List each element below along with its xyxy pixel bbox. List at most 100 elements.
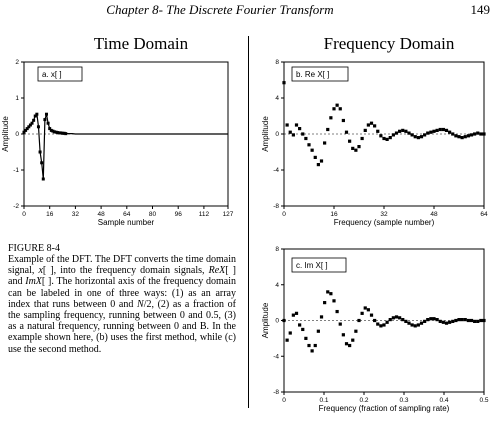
data-point xyxy=(323,301,327,305)
data-point xyxy=(57,131,61,135)
data-point xyxy=(441,320,445,324)
data-point xyxy=(451,319,455,323)
data-point xyxy=(49,128,53,132)
data-point xyxy=(419,135,424,139)
x-tick-label: 0.5 xyxy=(479,397,488,404)
data-point xyxy=(360,136,364,141)
data-point xyxy=(410,133,414,137)
caption-part: N xyxy=(137,298,144,310)
data-point xyxy=(448,320,452,324)
data-point xyxy=(332,299,336,303)
data-point xyxy=(413,135,417,139)
x-tick-label: 16 xyxy=(330,211,338,218)
data-point xyxy=(435,128,439,132)
data-point xyxy=(379,134,383,138)
chart-time: 0 16 32 48 64 80 96 112 127 2 1 0 -1 -2 Sample number A… xyxy=(1,59,234,227)
legend-box xyxy=(291,257,347,273)
data-point xyxy=(388,136,392,140)
data-point xyxy=(298,323,302,327)
data-point xyxy=(391,316,395,320)
data-point xyxy=(407,321,411,325)
legend-label: c. Im X[ ] xyxy=(296,261,328,270)
data-point xyxy=(373,318,377,323)
frequency-domain-heading: Frequency Domain xyxy=(323,34,455,53)
y-tick-label: 4 xyxy=(275,282,279,289)
data-point xyxy=(316,329,320,333)
data-point xyxy=(310,349,314,353)
data-point xyxy=(388,318,392,322)
data-point xyxy=(457,318,461,322)
legend-box xyxy=(291,66,349,82)
data-point xyxy=(426,318,430,322)
x-tick-label: 0 xyxy=(22,211,26,218)
data-point xyxy=(466,318,470,323)
data-point xyxy=(363,306,367,310)
data-point xyxy=(348,343,352,348)
x-tick-label: 0.2 xyxy=(359,397,368,404)
x-tick-label: 32 xyxy=(72,211,80,218)
column-divider xyxy=(248,36,249,408)
data-point xyxy=(38,150,42,154)
data-point xyxy=(482,132,486,136)
chart-real: 0 16 32 48 64 8 4 0 -4 -8 Frequency (sample number… xyxy=(261,59,488,227)
data-point xyxy=(398,129,402,133)
data-point xyxy=(307,143,311,147)
y-tick-label: -4 xyxy=(273,167,279,174)
y-axis-label: Amplitude xyxy=(1,116,10,152)
data-point xyxy=(348,139,352,143)
chart-imag: 0 0.1 0.2 0.3 0.4 0.5 8 4 0 -4 -8 Frequency (fracti… xyxy=(261,246,489,413)
data-point xyxy=(335,103,339,107)
y-tick-label: -8 xyxy=(273,389,279,396)
data-point xyxy=(394,131,399,135)
data-point xyxy=(416,323,420,327)
data-point xyxy=(335,309,339,314)
data-point xyxy=(426,131,430,135)
data-point xyxy=(44,112,48,116)
legend-label: b. Re X[ ] xyxy=(296,70,329,79)
x-tick-label: 16 xyxy=(46,211,54,218)
x-tick-label: 0.3 xyxy=(399,397,408,404)
data-point xyxy=(344,130,349,134)
data-point xyxy=(360,311,364,315)
y-tick-label: 2 xyxy=(15,59,19,66)
data-point xyxy=(429,317,433,321)
data-point xyxy=(323,141,327,145)
data-point xyxy=(341,333,345,337)
data-point xyxy=(423,133,427,137)
data-point xyxy=(301,327,305,332)
data-point xyxy=(482,318,486,323)
y-tick-label: 8 xyxy=(275,59,279,66)
data-point xyxy=(329,292,333,296)
data-point xyxy=(32,118,36,122)
data-point xyxy=(473,132,477,136)
data-point xyxy=(298,127,302,131)
data-point xyxy=(56,131,60,135)
data-point xyxy=(41,177,45,181)
data-point xyxy=(385,320,389,324)
x-axis-label: Frequency (fraction of sampling rate) xyxy=(319,404,450,413)
data-point xyxy=(301,132,305,136)
data-point xyxy=(366,308,370,312)
data-point xyxy=(25,127,29,131)
y-tick-label: -2 xyxy=(13,203,19,210)
data-point xyxy=(404,129,408,133)
data-point xyxy=(391,133,395,137)
data-point xyxy=(454,318,458,323)
data-point xyxy=(410,323,414,327)
figure-label: FIGURE 8-4 xyxy=(8,243,60,254)
caption-part: ImX xyxy=(25,276,42,288)
data-point xyxy=(316,163,320,167)
x-axis-label: Sample number xyxy=(98,218,155,227)
time-domain-heading: Time Domain xyxy=(93,34,189,53)
data-point xyxy=(369,313,374,317)
data-point xyxy=(319,159,324,163)
caption-part: [ ]. The horizontal axis of the frequenc… xyxy=(8,276,236,310)
data-point xyxy=(341,118,345,123)
data-point xyxy=(444,321,449,325)
data-point xyxy=(382,323,386,327)
x-tick-label: 0.4 xyxy=(439,397,448,404)
data-point xyxy=(444,128,449,132)
y-tick-label: 8 xyxy=(275,246,279,253)
data-point xyxy=(398,316,402,320)
data-point xyxy=(466,134,470,138)
